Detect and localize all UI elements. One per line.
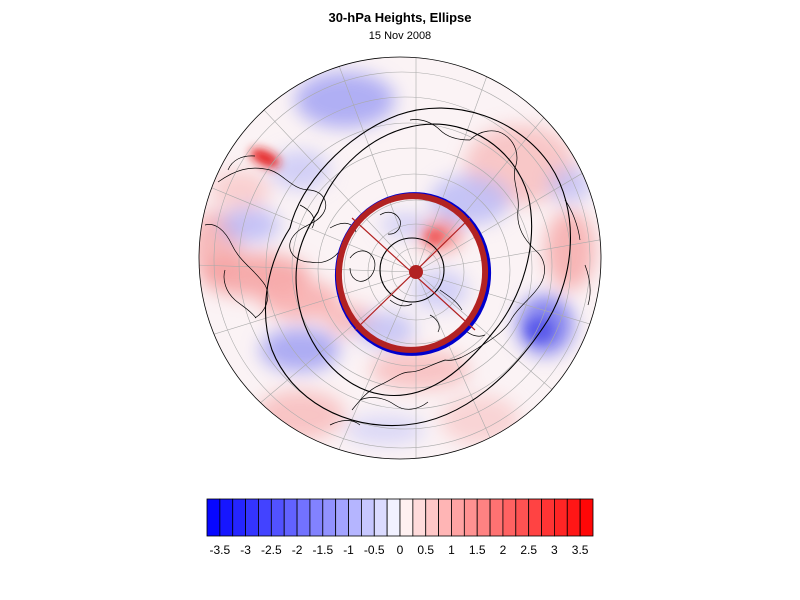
colorbar-box [232, 498, 246, 537]
colorbar-box [476, 498, 491, 537]
anomaly-field [199, 57, 601, 459]
colorbar-tick-label: -3 [240, 543, 251, 557]
colorbar-box [412, 498, 427, 537]
colorbar-tick-label: 0 [397, 543, 404, 557]
coastlines [204, 119, 591, 426]
colorbar-box [206, 498, 221, 537]
globe-outline [198, 56, 602, 460]
height-contours [265, 107, 571, 427]
colorbar-box [270, 498, 285, 537]
colorbar-box [360, 498, 375, 537]
colorbar-box [554, 498, 568, 537]
colorbar-tick-label: -3.5 [210, 543, 231, 557]
colorbar-tick-label: 3 [551, 543, 558, 557]
colorbar-tick-label: 2.5 [520, 543, 537, 557]
figure-title: 30-hPa Heights, Ellipse [328, 10, 472, 25]
colorbar-tick-label: -2.5 [261, 543, 282, 557]
colorbar-box [296, 498, 311, 537]
colorbar-box [219, 498, 234, 537]
colorbar-box [438, 498, 452, 537]
colorbar-box [425, 498, 440, 537]
colorbar-tick-label: -1 [343, 543, 354, 557]
colorbar-box [309, 498, 324, 537]
colorbar-box [541, 498, 555, 537]
colorbar-tick-label: 0.5 [417, 543, 434, 557]
colorbar-box [463, 498, 478, 537]
colorbar-box [335, 498, 349, 537]
colorbar-boxes [206, 498, 594, 537]
colorbar-tick-label: 1 [448, 543, 455, 557]
colorbar-tick-label: 1.5 [469, 543, 486, 557]
fitted-ellipse [334, 192, 492, 356]
colorbar-tick-label: -1.5 [312, 543, 333, 557]
colorbar-tick-label: -2 [292, 543, 303, 557]
colorbar-box [348, 498, 362, 537]
figure-date: 15 Nov 2008 [368, 30, 432, 42]
colorbar-box [399, 498, 414, 537]
longitude-lines [199, 57, 601, 459]
colorbar-box [373, 498, 388, 537]
colorbar-tick-label: -0.5 [364, 543, 385, 557]
colorbar-box [322, 498, 337, 537]
colorbar-tick-label: 3.5 [572, 543, 589, 557]
colorbar-box [566, 498, 581, 537]
colorbar-box [451, 498, 465, 537]
colorbar-box [515, 498, 530, 537]
colorbar-box [489, 498, 504, 537]
colorbar-box [502, 498, 517, 537]
colorbar-box [386, 498, 401, 537]
colorbar-labels: -3.5 -3 -2.5 -2 -1.5 -1 -0.5 0 0.5 1 1.5 2 2.5 3 3.5 [210, 543, 589, 557]
colorbar-box [579, 498, 594, 537]
colorbar-box [245, 498, 259, 537]
polar-map [198, 56, 602, 460]
colorbar-box [528, 498, 542, 537]
colorbar-box [283, 498, 298, 537]
colorbar-tick-label: 2 [500, 543, 507, 557]
colorbar-box [258, 498, 272, 537]
